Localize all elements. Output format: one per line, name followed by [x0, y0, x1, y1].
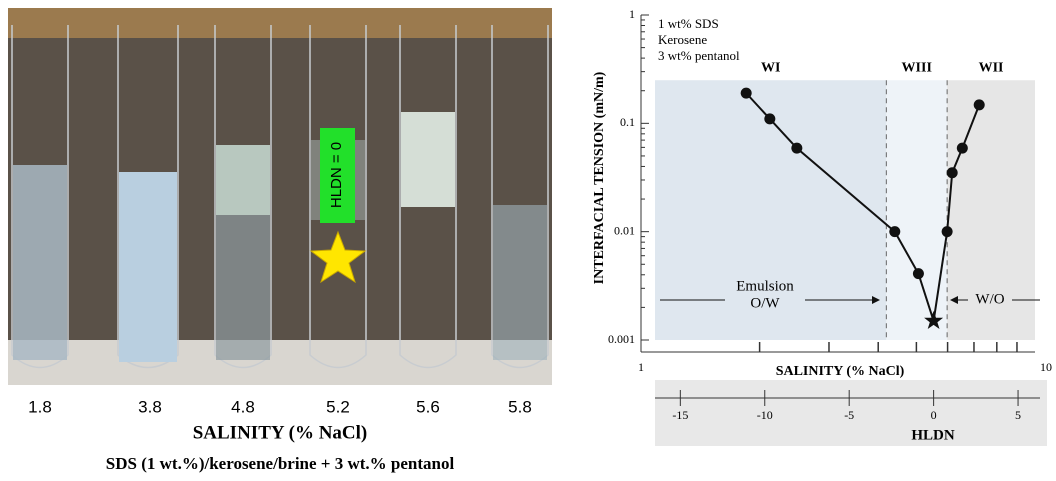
point — [889, 226, 900, 237]
salinity-tick-label: 1 — [638, 360, 644, 374]
point — [974, 99, 985, 110]
salinity-label: 1.8 — [28, 397, 52, 416]
hld-label: HLDN = 0 — [328, 142, 345, 208]
caption: SDS (1 wt.%)/kerosene/brine + 3 wt.% pen… — [106, 454, 455, 473]
x-tick-label: 5 — [1015, 408, 1021, 422]
point — [913, 268, 924, 279]
salinity-label: 5.8 — [508, 397, 532, 416]
point — [957, 143, 968, 154]
chart: WI WIII WII 0.001 0.01 0.1 1 1 10 SALINITY (% NaC… — [592, 7, 1052, 444]
liquid — [119, 172, 177, 362]
y-tick-label: 1 — [629, 7, 635, 21]
liquid — [216, 145, 270, 215]
legend-text: 1 wt% SDS — [658, 16, 719, 31]
x-tick-label: -15 — [672, 408, 688, 422]
annotation: W/O — [975, 291, 1004, 307]
salinity-label: 5.6 — [416, 397, 440, 416]
liquid — [493, 205, 547, 360]
salinity-label: 3.8 — [138, 397, 162, 416]
y-tick-label: 0.001 — [608, 332, 635, 346]
figure: HLDN = 0 1.8 3.8 4.8 5.2 5.6 5.8 SALINITY (% … — [0, 0, 1056, 476]
region — [886, 80, 947, 340]
annotation: Emulsion — [736, 278, 794, 294]
y-tick-label: 0.1 — [620, 115, 635, 129]
legend-text: Kerosene — [658, 32, 707, 47]
salinity-tick-label: 10 — [1040, 360, 1052, 374]
salinity-label: 4.8 — [231, 397, 255, 416]
x-axis-label: HLDN — [911, 427, 955, 443]
salinity-labels: 1.8 3.8 4.8 5.2 5.6 5.8 — [28, 397, 532, 416]
point — [791, 143, 802, 154]
y-tick-label: 0.01 — [614, 223, 635, 237]
annotation: O/W — [750, 295, 780, 311]
wall — [8, 8, 552, 38]
point — [741, 88, 752, 99]
liquid — [13, 165, 67, 360]
salinity-label: 5.2 — [326, 397, 350, 416]
x-tick-label: -5 — [844, 408, 854, 422]
photo-bg — [8, 8, 552, 385]
x-tick-label: 0 — [931, 408, 937, 422]
point — [764, 113, 775, 124]
legend-text: 3 wt% pentanol — [658, 48, 740, 63]
point — [942, 226, 953, 237]
point — [947, 167, 958, 178]
photo: HLDN = 0 — [8, 8, 552, 385]
liquid — [401, 112, 455, 207]
region-label: WIII — [902, 60, 932, 75]
region-label: WII — [979, 60, 1004, 75]
liquid — [216, 215, 270, 360]
x-tick-label: -10 — [757, 408, 773, 422]
y-axis-label: INTERFACIAL TENSION (mN/m) — [592, 71, 607, 284]
salinity-axis-label: SALINITY (% NaCl) — [776, 364, 905, 379]
photo-axis-label: SALINITY (% NaCl) — [193, 422, 368, 443]
shelf — [8, 340, 552, 385]
region-label: WI — [761, 60, 780, 75]
